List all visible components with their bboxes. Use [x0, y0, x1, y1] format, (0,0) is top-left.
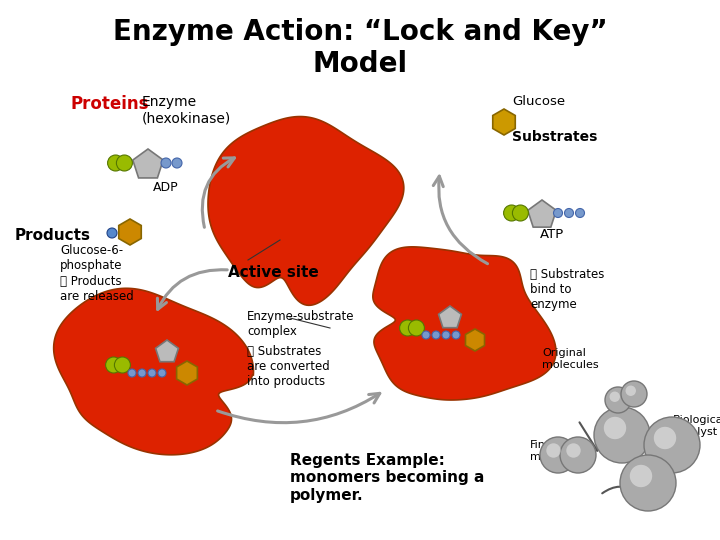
- Circle shape: [621, 381, 647, 407]
- Circle shape: [400, 320, 415, 336]
- Text: Model: Model: [312, 50, 408, 78]
- Circle shape: [575, 208, 585, 218]
- Circle shape: [128, 369, 136, 377]
- Polygon shape: [465, 329, 485, 351]
- Circle shape: [452, 331, 460, 339]
- Text: Enzyme-substrate
complex: Enzyme-substrate complex: [247, 310, 354, 338]
- Circle shape: [138, 369, 146, 377]
- Circle shape: [158, 369, 166, 377]
- Circle shape: [513, 205, 528, 221]
- Polygon shape: [208, 117, 404, 305]
- Circle shape: [106, 357, 122, 373]
- Circle shape: [594, 407, 650, 463]
- Circle shape: [161, 158, 171, 168]
- Polygon shape: [156, 340, 179, 362]
- Text: Glucose: Glucose: [512, 95, 565, 108]
- Circle shape: [422, 331, 430, 339]
- Circle shape: [546, 443, 561, 458]
- Text: ⓐ Substrates
bind to
enzyme: ⓐ Substrates bind to enzyme: [530, 268, 604, 311]
- Text: ⓒ Products
are released: ⓒ Products are released: [60, 275, 134, 303]
- Text: Biological
catalyst: Biological catalyst: [673, 415, 720, 437]
- Circle shape: [540, 437, 576, 473]
- Polygon shape: [132, 149, 163, 178]
- Circle shape: [432, 331, 440, 339]
- Polygon shape: [438, 306, 462, 328]
- Polygon shape: [119, 219, 141, 245]
- Circle shape: [408, 320, 424, 336]
- Circle shape: [604, 417, 626, 439]
- Circle shape: [620, 455, 676, 511]
- Text: Enzyme
(hexokinase): Enzyme (hexokinase): [142, 95, 231, 125]
- Text: Original
molecules: Original molecules: [542, 348, 598, 369]
- Polygon shape: [373, 247, 556, 400]
- Circle shape: [630, 465, 652, 487]
- Text: Substrates: Substrates: [512, 130, 598, 144]
- Text: ATP: ATP: [540, 228, 564, 241]
- Circle shape: [644, 417, 700, 473]
- Polygon shape: [54, 288, 253, 455]
- Polygon shape: [176, 361, 197, 385]
- Circle shape: [567, 443, 581, 458]
- Text: Final
molecule: Final molecule: [530, 440, 581, 462]
- Circle shape: [117, 155, 132, 171]
- Text: Enzyme Action: “Lock and Key”: Enzyme Action: “Lock and Key”: [112, 18, 608, 46]
- Text: Glucose-6-
phosphate: Glucose-6- phosphate: [60, 244, 123, 272]
- Circle shape: [626, 386, 636, 396]
- Circle shape: [554, 208, 562, 218]
- Circle shape: [610, 392, 620, 402]
- Circle shape: [107, 228, 117, 238]
- Text: Proteins: Proteins: [70, 95, 148, 113]
- Polygon shape: [528, 200, 557, 227]
- Circle shape: [560, 437, 596, 473]
- Polygon shape: [492, 109, 516, 135]
- Circle shape: [654, 427, 676, 449]
- Circle shape: [148, 369, 156, 377]
- Circle shape: [605, 387, 631, 413]
- Circle shape: [172, 158, 182, 168]
- Text: Active site: Active site: [228, 265, 319, 280]
- Text: Products: Products: [15, 228, 91, 243]
- Text: ADP: ADP: [153, 181, 179, 194]
- Circle shape: [442, 331, 450, 339]
- Text: ⓑ Substrates
are converted
into products: ⓑ Substrates are converted into products: [247, 345, 330, 388]
- Circle shape: [114, 357, 130, 373]
- Circle shape: [564, 208, 574, 218]
- Circle shape: [503, 205, 520, 221]
- Circle shape: [107, 155, 124, 171]
- Text: Regents Example:
monomers becoming a
polymer.: Regents Example: monomers becoming a pol…: [290, 453, 485, 503]
